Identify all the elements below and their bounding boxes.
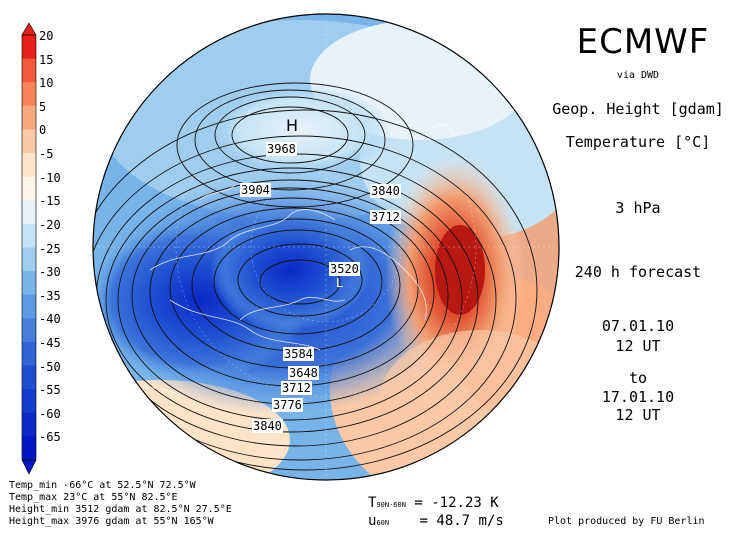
contour-label: 3648 <box>288 366 319 380</box>
contour-label: 3776 <box>272 398 303 412</box>
colorbar-swatch <box>22 129 36 154</box>
colorbar-tick-label: 20 <box>39 29 54 43</box>
colorbar-tick-label: -20 <box>39 217 61 232</box>
colorbar-tick-label: 0 <box>39 123 47 138</box>
to-label: to <box>628 369 648 387</box>
colorbar-tick-label: -45 <box>39 335 61 350</box>
colorbar-swatch <box>22 35 36 60</box>
source-note: via DWD <box>616 70 660 81</box>
valid-time: 12 UT <box>615 406 661 424</box>
t-subscript: 90N-60N <box>376 501 406 509</box>
temp-min-note: Temp_min -66°C at 52.5°N 72.5°W <box>9 480 196 491</box>
u-stat: u60N = 48.7 m/s <box>368 513 504 529</box>
contour-label: 3840 <box>370 184 401 198</box>
u-subscript: 60N <box>376 519 390 527</box>
colorbar-swatch <box>22 82 36 107</box>
coastlines <box>119 124 456 396</box>
colorbar-tick-label: -5 <box>39 147 54 162</box>
height-min-note: Height_min 3512 gdam at 82.5°N 27.5°E <box>9 504 232 515</box>
colorbar-tick-label: 15 <box>39 52 54 67</box>
colorbar-tick-label: -55 <box>39 383 61 398</box>
init-date: 07.01.10 <box>601 317 675 335</box>
colorbar-swatch <box>22 341 36 367</box>
colorbar-tick-label: -25 <box>39 241 61 256</box>
field-temperature: Temperature [°C] <box>565 133 711 151</box>
colorbar-tick-label: -50 <box>39 359 61 374</box>
colorbar-frame <box>21 34 37 461</box>
colorbar-tick-label: -35 <box>39 288 61 303</box>
u-symbol: u <box>368 513 377 529</box>
graticule <box>93 14 559 480</box>
low-pressure-marker: L <box>336 276 343 290</box>
colorbar-swatch <box>22 318 36 343</box>
colorbar-tick-label: -15 <box>39 194 61 209</box>
map-disc <box>93 14 559 480</box>
contour-label: 3712 <box>370 210 401 224</box>
colorbar-swatch <box>22 271 36 296</box>
u-value: = 48.7 m/s <box>419 513 504 529</box>
forecast-range: 240 h forecast <box>574 263 702 281</box>
colorbar-tick-label: -10 <box>39 170 61 185</box>
colorbar-tick-label: -65 <box>39 430 61 445</box>
colorbar-arrow-top <box>21 22 37 36</box>
contour-label: 3712 <box>281 381 312 395</box>
valid-date: 17.01.10 <box>601 388 675 406</box>
t-stat: T90N-60N = -12.23 K <box>368 495 499 511</box>
colorbar-swatch <box>22 389 36 414</box>
colorbar-swatch <box>22 176 36 201</box>
colorbar-swatch <box>22 436 36 461</box>
colorbar-swatch <box>22 365 36 390</box>
colorbar-swatch <box>22 223 36 248</box>
colorbar-arrow-bottom <box>21 459 37 475</box>
colorbar-tick-label: -40 <box>39 312 61 327</box>
colorbar-tick-label: 5 <box>39 99 47 114</box>
t-value: = -12.23 K <box>414 495 499 511</box>
colorbar-tick-label: -30 <box>39 265 61 280</box>
init-time: 12 UT <box>615 337 661 355</box>
high-pressure-marker: H <box>286 116 299 135</box>
colorbar-swatch <box>22 153 36 178</box>
brand-title: ECMWF <box>576 22 710 62</box>
colorbar-swatch <box>22 247 36 272</box>
contour-label: 3584 <box>283 347 314 361</box>
t-symbol: T <box>368 495 377 511</box>
contour-label: 3904 <box>240 183 271 197</box>
colorbar-swatch <box>22 58 36 83</box>
colorbar-swatch <box>22 200 36 225</box>
height-contours <box>93 82 538 471</box>
map-border <box>92 13 560 481</box>
credit-note: Plot produced by FU Berlin <box>548 516 705 527</box>
contour-label: 3520 <box>329 262 360 276</box>
colorbar <box>21 22 37 475</box>
colorbar-swatch <box>22 105 36 130</box>
height-max-note: Height_max 3976 gdam at 55°N 165°W <box>9 516 214 527</box>
colorbar-tick-label: 10 <box>39 76 54 91</box>
colorbar-swatch <box>22 412 36 437</box>
colorbar-tick-label: -60 <box>39 406 61 421</box>
colorbar-swatch <box>22 294 36 319</box>
contour-label: 3840 <box>252 419 283 433</box>
contour-label: 3968 <box>266 142 297 156</box>
field-geopotential: Geop. Height [gdam] <box>552 100 724 118</box>
temp-max-note: Temp_max 23°C at 55°N 82.5°E <box>9 492 178 503</box>
pressure-level: 3 hPa <box>615 199 661 217</box>
